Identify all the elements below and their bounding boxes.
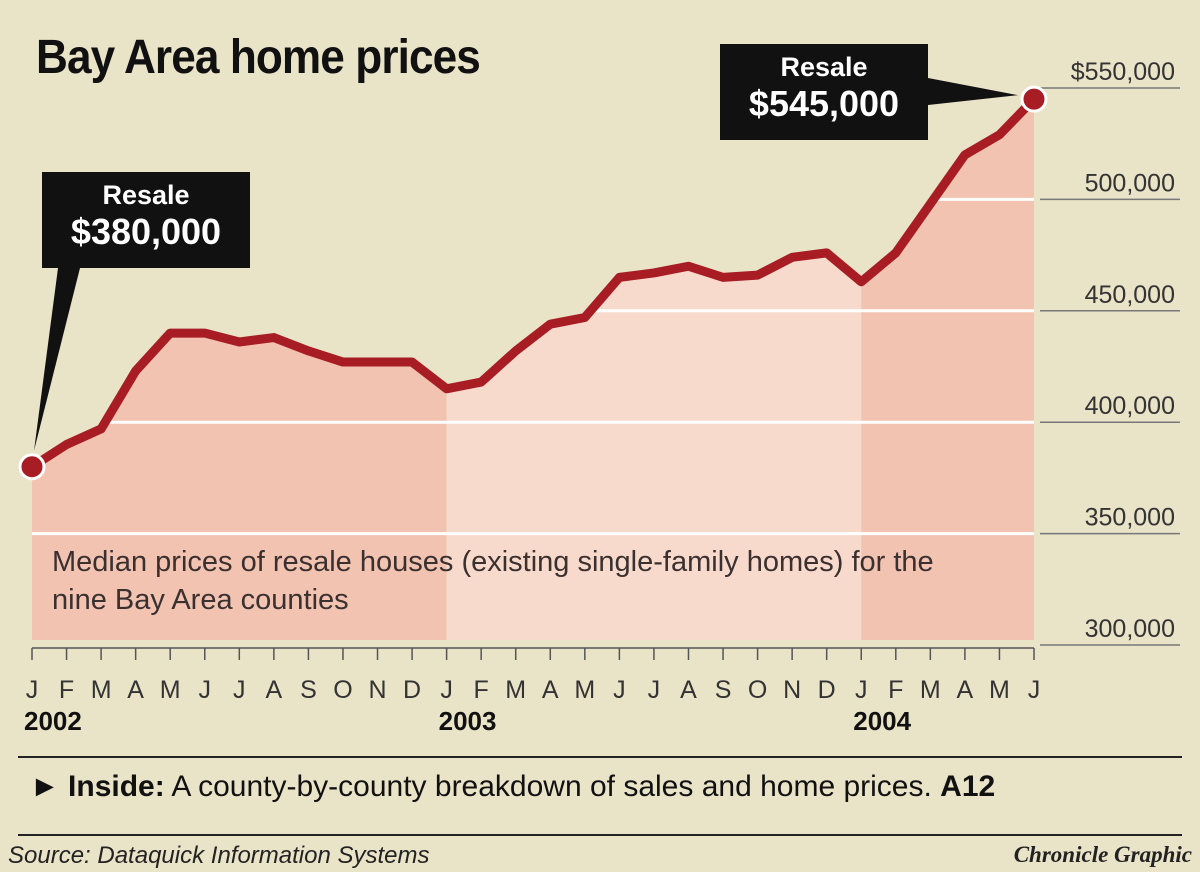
x-tick-label: D (403, 676, 421, 704)
inside-note: ► Inside: A county-by-county breakdown o… (30, 770, 995, 804)
x-tick-label: N (783, 676, 801, 704)
year-label: 2004 (853, 706, 911, 736)
callout-end-value: $545,000 (748, 83, 900, 124)
x-tick-label: M (160, 676, 181, 704)
x-tick-label: A (542, 676, 559, 704)
x-tick-label: F (888, 676, 903, 704)
divider-bottom (18, 834, 1182, 836)
callout-start-pointer (34, 268, 80, 451)
x-tick-label: J (613, 676, 626, 704)
x-tick-label: A (957, 676, 974, 704)
x-tick-label: M (920, 676, 941, 704)
inside-label: Inside: (68, 770, 165, 803)
inside-text: A county-by-county breakdown of sales an… (164, 770, 941, 803)
data-point (341, 361, 344, 364)
y-tick-label: 400,000 (1085, 392, 1175, 420)
triangle-pointer-icon: ► (30, 770, 60, 803)
x-tick-label: J (26, 676, 39, 704)
callout-end-pointer (928, 78, 1018, 105)
data-point (272, 336, 275, 339)
callout-end-label: Resale (780, 52, 868, 82)
data-point (825, 251, 828, 254)
data-point (549, 323, 552, 326)
callout-start-label: Resale (102, 180, 190, 210)
data-point (963, 153, 966, 156)
data-point (376, 361, 379, 364)
data-point (65, 443, 68, 446)
chart-title: Bay Area home prices (36, 31, 481, 84)
x-tick-label: S (715, 676, 732, 704)
x-tick-label: M (989, 676, 1010, 704)
data-point (445, 387, 448, 390)
y-tick-label: 450,000 (1085, 281, 1175, 309)
source-note: Source: Dataquick Information Systems (8, 842, 430, 869)
endpoint-marker (1020, 85, 1048, 113)
x-tick-label: D (818, 676, 836, 704)
data-point (203, 332, 206, 335)
year-label: 2003 (439, 706, 497, 736)
data-point (998, 133, 1001, 136)
x-tick-label: F (474, 676, 489, 704)
x-tick-label: A (127, 676, 144, 704)
inside-page: A12 (940, 770, 996, 803)
data-point (722, 276, 725, 279)
data-point (134, 369, 137, 372)
y-tick-label: $550,000 (1071, 58, 1175, 86)
y-tick-label: 350,000 (1085, 504, 1175, 532)
x-tick-label: J (440, 676, 453, 704)
x-tick-label: J (199, 676, 212, 704)
x-tick-label: A (680, 676, 697, 704)
callout-end: Resale $545,000 (720, 44, 928, 140)
x-tick-label: M (91, 676, 112, 704)
x-tick-label: J (1028, 676, 1041, 704)
endpoint-marker (18, 453, 46, 481)
x-tick-label: F (59, 676, 74, 704)
data-point (100, 427, 103, 430)
data-point (652, 271, 655, 274)
data-point (860, 280, 863, 283)
data-point (307, 349, 310, 352)
chart-subtitle: Median prices of resale houses (existing… (52, 546, 934, 616)
divider-top (18, 756, 1182, 758)
x-tick-label: J (855, 676, 868, 704)
data-point (169, 332, 172, 335)
data-point (687, 265, 690, 268)
year-label: 2002 (24, 706, 82, 736)
data-point (583, 316, 586, 319)
y-tick-label: 500,000 (1085, 169, 1175, 197)
data-point (618, 276, 621, 279)
x-tick-label: J (233, 676, 246, 704)
x-tick-label: M (505, 676, 526, 704)
x-tick-label: N (368, 676, 386, 704)
data-point (480, 381, 483, 384)
x-tick-label: O (333, 676, 352, 704)
y-tick-label: 300,000 (1085, 615, 1175, 643)
x-tick-label: J (648, 676, 661, 704)
credit: Chronicle Graphic (1013, 842, 1192, 867)
data-point (238, 340, 241, 343)
x-tick-label: M (574, 676, 595, 704)
data-point (756, 274, 759, 277)
data-point (411, 361, 414, 364)
data-point (894, 251, 897, 254)
x-tick-label: A (266, 676, 283, 704)
x-tick-label: O (748, 676, 767, 704)
price-line (29, 96, 1038, 471)
callout-start-value: $380,000 (70, 211, 222, 252)
data-point (929, 202, 932, 205)
callout-start: Resale $380,000 (42, 172, 250, 268)
data-point (514, 349, 517, 352)
x-tick-label: S (300, 676, 317, 704)
data-point (791, 256, 794, 259)
